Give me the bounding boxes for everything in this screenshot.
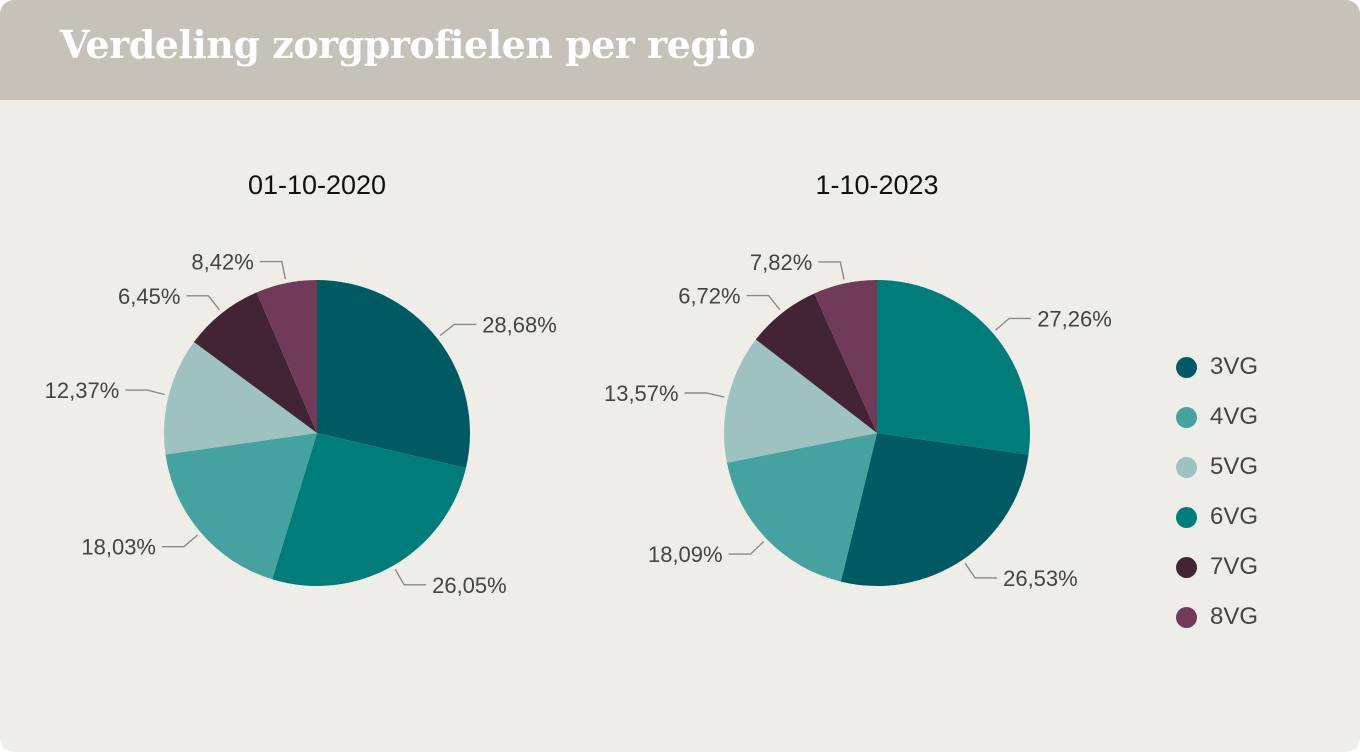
data-label-5vg: 12,37% — [45, 378, 120, 403]
leader-line — [684, 392, 725, 398]
leader-line — [728, 541, 765, 555]
legend-swatch — [1176, 607, 1197, 628]
leader-line — [162, 534, 199, 548]
legend-swatch — [1176, 557, 1197, 578]
leader-line — [964, 562, 998, 579]
pie-slice-6vg — [877, 279, 1031, 455]
leader-line — [995, 317, 1032, 331]
data-label-3vg: 26,53% — [1003, 566, 1078, 591]
pie-chart-1: 01-10-2020 28,68% 26,05% 18,03% 12,37% 6,45% 8… — [45, 170, 557, 598]
legend-label: 6VG — [1210, 503, 1259, 530]
data-label-5vg: 13,57% — [604, 381, 679, 406]
pie-slice-4vg — [165, 433, 317, 580]
leader-line — [259, 260, 287, 280]
pie-slice-5vg — [724, 339, 877, 463]
legend-label: 8VG — [1210, 603, 1259, 630]
data-label-4vg: 18,09% — [648, 542, 723, 567]
legend-label: 4VG — [1210, 403, 1259, 430]
legend-label: 5VG — [1210, 453, 1259, 480]
pie-chart-2: 1-10-2023 27,26% 26,53% 18,09% 13,57% 6,72% 7,… — [604, 170, 1112, 591]
pie-slice-3vg — [840, 433, 1029, 587]
pie-title: 1-10-2023 — [815, 170, 938, 200]
leader-line — [746, 294, 781, 311]
header-bar: Verdeling zorgprofielen per regio — [0, 0, 1360, 100]
leader-line — [439, 323, 477, 337]
pie-slice-7vg — [193, 292, 317, 433]
leader-line — [186, 295, 221, 311]
page-title: Verdeling zorgprofielen per regio — [60, 22, 756, 67]
data-label-8vg: 7,82% — [750, 250, 812, 275]
pie-slice-3vg — [317, 280, 471, 469]
data-label-3vg: 28,68% — [482, 312, 557, 337]
leader-line — [125, 389, 165, 396]
data-label-4vg: 18,03% — [81, 535, 156, 560]
legend-swatch — [1176, 357, 1197, 378]
leader-line — [394, 568, 427, 586]
legend-swatch — [1176, 407, 1197, 428]
pie-slice-8vg — [814, 280, 877, 433]
data-label-8vg: 8,42% — [191, 250, 253, 275]
pie-slice-4vg — [726, 433, 877, 582]
data-label-7vg: 6,72% — [678, 284, 740, 309]
legend-swatch — [1176, 457, 1197, 478]
legend-label: 3VG — [1210, 353, 1259, 380]
data-label-6vg: 26,05% — [432, 573, 507, 598]
legend-swatch — [1176, 507, 1197, 528]
pie-slice-6vg — [272, 433, 466, 586]
pie-slice-7vg — [755, 293, 877, 433]
pie-title: 01-10-2020 — [248, 170, 386, 200]
legend-label: 7VG — [1210, 553, 1259, 580]
pie-slice-5vg — [163, 342, 317, 455]
data-label-7vg: 6,45% — [118, 284, 180, 309]
leader-line — [818, 261, 845, 280]
pie-slice-8vg — [256, 280, 317, 433]
data-label-6vg: 27,26% — [1037, 306, 1112, 331]
